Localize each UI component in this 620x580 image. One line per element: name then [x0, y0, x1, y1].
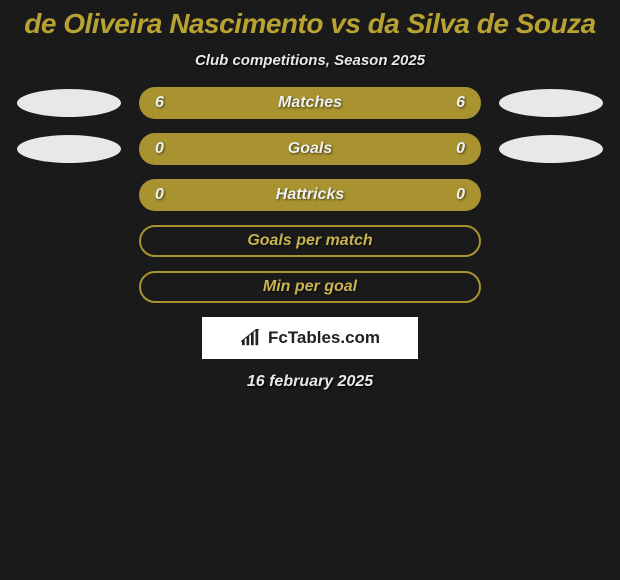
stat-bar-wrap: 0 Hattricks 0: [139, 179, 481, 211]
logo-text: FcTables.com: [268, 328, 380, 348]
stat-row: Min per goal: [0, 271, 620, 303]
page-title: de Oliveira Nascimento vs da Silva de So…: [0, 0, 620, 44]
stat-left-value: 0: [155, 140, 175, 158]
stat-bar: Goals per match: [139, 225, 481, 257]
stat-label: Matches: [278, 94, 342, 112]
stat-right-value: 6: [445, 94, 465, 112]
stat-label: Goals per match: [247, 232, 372, 250]
stat-bar: Min per goal: [139, 271, 481, 303]
stat-bar-wrap: Goals per match: [139, 225, 481, 257]
stat-left-value: 0: [155, 186, 175, 204]
bar-chart-icon: [240, 329, 262, 347]
date-text: 16 february 2025: [0, 373, 620, 391]
stat-bar-wrap: 0 Goals 0: [139, 133, 481, 165]
player-left-marker: [17, 135, 121, 163]
subtitle: Club competitions, Season 2025: [0, 44, 620, 87]
logo-box[interactable]: FcTables.com: [202, 317, 418, 359]
stat-right-value: 0: [445, 140, 465, 158]
stat-row: 6 Matches 6: [0, 87, 620, 119]
player-right-marker: [499, 89, 603, 117]
stat-right-value: 0: [445, 186, 465, 204]
stat-row: 0 Hattricks 0: [0, 179, 620, 211]
stat-label: Hattricks: [276, 186, 344, 204]
stat-label: Min per goal: [263, 278, 357, 296]
stat-row: 0 Goals 0: [0, 133, 620, 165]
stat-left-value: 6: [155, 94, 175, 112]
stat-bar: 0 Goals 0: [139, 133, 481, 165]
stat-bar-wrap: 6 Matches 6: [139, 87, 481, 119]
stat-rows: 6 Matches 6 0 Goals 0 0 Hattricks 0 Goals per mat…: [0, 87, 620, 303]
stat-label: Goals: [288, 140, 332, 158]
stat-row: Goals per match: [0, 225, 620, 257]
stat-bar: 0 Hattricks 0: [139, 179, 481, 211]
player-right-marker: [499, 135, 603, 163]
comparison-card: de Oliveira Nascimento vs da Silva de So…: [0, 0, 620, 391]
stat-bar: 6 Matches 6: [139, 87, 481, 119]
player-left-marker: [17, 89, 121, 117]
stat-bar-wrap: Min per goal: [139, 271, 481, 303]
